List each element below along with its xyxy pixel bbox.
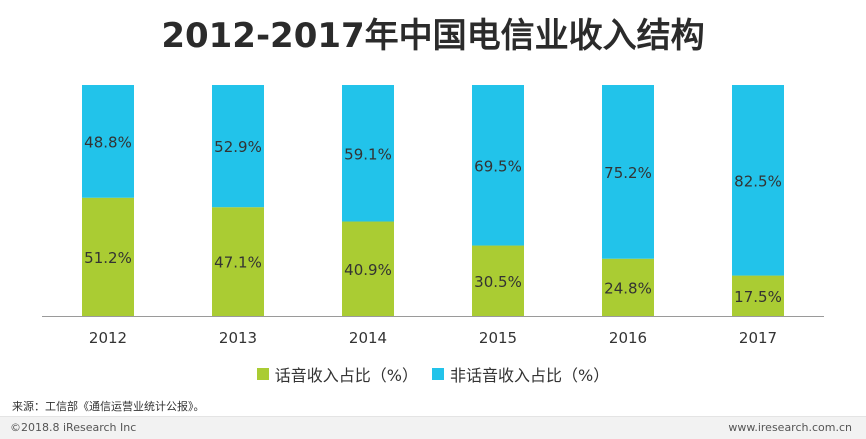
label-nonvoice-2014: 59.1% <box>344 145 392 163</box>
legend: 话音收入占比（%） 非话音收入占比（%） <box>0 362 866 386</box>
stacked-bar-chart: 51.2% 48.8% 2012 47.1% 52.9% 2013 40.9% 59.1% 20… <box>42 85 824 347</box>
label-voice-2013: 47.1% <box>214 254 262 272</box>
bar-voice-2014 <box>342 221 394 316</box>
label-nonvoice-2015: 69.5% <box>474 157 522 175</box>
chart-title: 2012-2017年中国电信业收入结构 <box>161 16 705 56</box>
x-tick-2013: 2013 <box>219 329 257 347</box>
label-nonvoice-2017: 82.5% <box>734 172 782 190</box>
legend-label-voice: 话音收入占比（%） <box>274 366 418 385</box>
bar-nonvoice-2015 <box>472 85 524 246</box>
x-tick-2014: 2014 <box>349 329 387 347</box>
bar-nonvoice-2013 <box>212 85 264 208</box>
bar-voice-2015 <box>472 245 524 316</box>
label-nonvoice-2016: 75.2% <box>604 164 652 182</box>
legend-swatch-nonvoice <box>432 368 444 380</box>
source-note: 来源：工信部《通信运营业统计公报》。 <box>12 400 205 413</box>
bar-nonvoice-2012 <box>82 85 134 198</box>
x-tick-2017: 2017 <box>739 329 777 347</box>
label-nonvoice-2013: 52.9% <box>214 138 262 156</box>
bar-nonvoice-2016 <box>602 85 654 259</box>
legend-item-nonvoice: 非话音收入占比（%） <box>432 362 609 386</box>
label-voice-2016: 24.8% <box>604 279 652 297</box>
legend-item-voice: 话音收入占比（%） <box>256 362 418 386</box>
label-voice-2014: 40.9% <box>344 261 392 279</box>
label-voice-2017: 17.5% <box>734 288 782 306</box>
label-voice-2015: 30.5% <box>474 273 522 291</box>
bar-voice-2016 <box>602 258 654 316</box>
x-tick-2016: 2016 <box>609 329 647 347</box>
legend-label-nonvoice: 非话音收入占比（%） <box>450 366 610 385</box>
copyright-text: ©2018.8 iResearch Inc <box>10 421 137 434</box>
label-voice-2012: 51.2% <box>84 249 132 267</box>
bar-nonvoice-2017 <box>732 85 784 276</box>
bar-voice-2017 <box>732 275 784 316</box>
bar-voice-2012 <box>82 197 134 316</box>
x-tick-2012: 2012 <box>89 329 127 347</box>
footer-bar: ©2018.8 iResearch Inc www.iresearch.com.… <box>0 416 866 439</box>
site-url: www.iresearch.com.cn <box>728 421 852 434</box>
label-nonvoice-2012: 48.8% <box>84 133 132 151</box>
bar-nonvoice-2014 <box>342 85 394 222</box>
legend-swatch-voice <box>256 368 269 380</box>
x-tick-2015: 2015 <box>479 329 517 347</box>
bar-voice-2013 <box>212 207 264 316</box>
